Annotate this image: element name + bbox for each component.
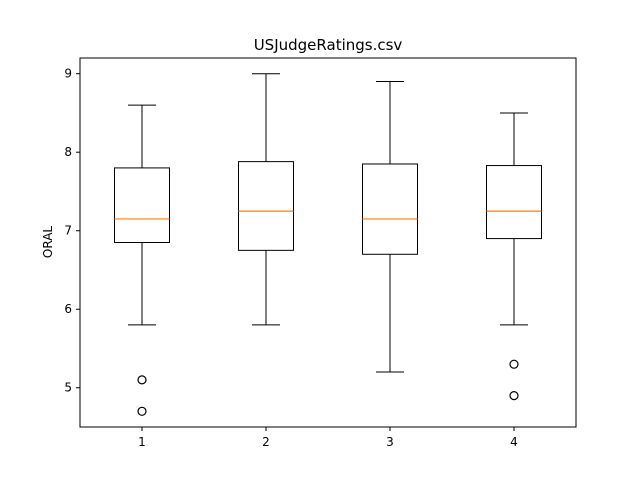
box-group-3 [362,81,418,373]
iqr-box [362,163,418,255]
plot-frame [79,57,577,428]
x-tick-label: 2 [262,435,270,449]
outlier-point [137,375,147,385]
x-tick-label: 4 [510,435,518,449]
y-tick-label: 6 [64,302,72,316]
box-group-1 [114,104,170,416]
outlier-point [509,390,519,401]
x-tick-label: 3 [386,435,394,449]
y-axis-label: ORAL [41,226,55,259]
y-tick-label: 5 [64,381,72,395]
y-tick-label: 9 [64,67,72,81]
outlier-point [509,359,519,369]
iqr-box [486,165,542,240]
outlier-point [137,406,147,416]
x-tick-label: 1 [138,435,146,449]
chart-title: USJudgeRatings.csv [254,36,403,54]
y-tick-label: 7 [64,224,72,238]
plot-marks [114,73,542,416]
box-group-4 [486,112,542,401]
iqr-box [238,161,294,251]
y-tick-label: 8 [64,145,72,159]
y-axis: 5 6 7 8 9 [64,67,80,395]
box-group-2 [238,73,294,326]
x-axis: 1 2 3 4 [138,427,518,449]
iqr-box [114,167,170,243]
